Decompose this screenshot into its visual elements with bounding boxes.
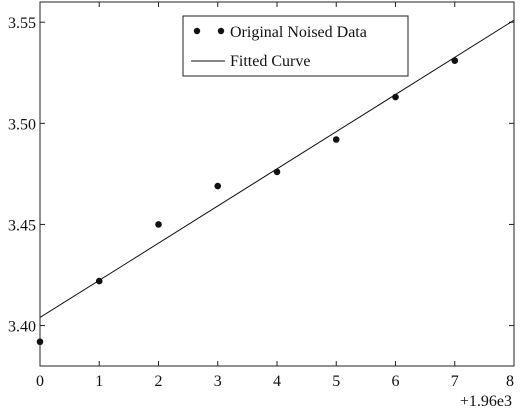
legend-label-data: Original Noised Data xyxy=(230,24,367,41)
y-tick-label: 3.45 xyxy=(8,217,36,234)
data-point xyxy=(96,278,103,285)
x-tick-label: 2 xyxy=(155,373,163,390)
y-tick-label: 3.50 xyxy=(8,116,36,133)
legend-marker-data-right xyxy=(218,28,224,34)
x-offset-label: +1.96e3 xyxy=(460,393,512,410)
x-tick-label: 8 xyxy=(506,373,514,390)
x-tick-label: 4 xyxy=(273,373,281,390)
data-point xyxy=(214,183,221,190)
y-tick-label: 3.55 xyxy=(8,15,36,32)
x-tick-label: 1 xyxy=(95,373,103,390)
data-point xyxy=(451,57,458,64)
x-tick-label: 6 xyxy=(392,373,400,390)
y-tick-label: 3.40 xyxy=(8,319,36,336)
data-point xyxy=(37,338,44,345)
x-tick-label: 0 xyxy=(36,373,44,390)
data-point xyxy=(274,169,281,176)
x-tick-label: 5 xyxy=(332,373,340,390)
x-tick-label: 3 xyxy=(214,373,222,390)
legend: Original Noised Data Fitted Curve xyxy=(183,16,408,76)
legend-label-fit: Fitted Curve xyxy=(230,53,310,70)
data-point xyxy=(155,221,162,228)
data-point xyxy=(392,94,399,101)
data-point xyxy=(333,136,340,143)
x-tick-label: 7 xyxy=(451,373,459,390)
legend-marker-data-left xyxy=(194,28,200,34)
